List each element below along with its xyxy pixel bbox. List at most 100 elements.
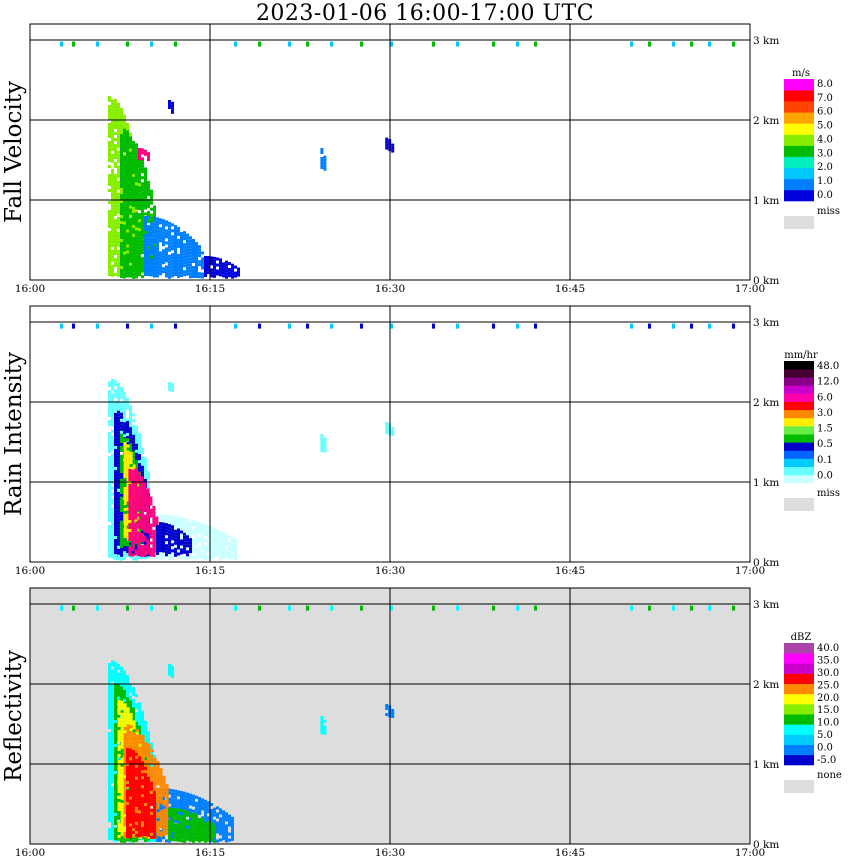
echo-cell <box>120 137 123 140</box>
echo-cell <box>114 822 117 825</box>
echo-cell <box>120 111 123 114</box>
echo-cell <box>171 238 174 242</box>
echo-cell <box>150 237 153 241</box>
echo-cell <box>117 536 120 540</box>
echo-cell <box>126 157 129 161</box>
echo-cell <box>174 231 177 234</box>
echo-cell <box>126 169 129 173</box>
echo-cell <box>141 188 144 192</box>
echo-cell <box>120 752 123 756</box>
echo-cell <box>222 550 225 554</box>
echo-cell <box>192 248 195 251</box>
echo-cell <box>135 257 138 261</box>
echo-cell <box>108 714 111 717</box>
echo-cell <box>140 554 144 557</box>
echo-cell <box>120 839 123 843</box>
echo-cell <box>120 161 123 164</box>
echo-cell <box>108 744 111 747</box>
echo-cell <box>135 458 138 462</box>
echo-cell <box>114 237 117 240</box>
echo-cell <box>126 397 129 401</box>
echo-cell <box>131 478 135 482</box>
echo-cell <box>156 235 159 239</box>
echo-cell <box>135 275 138 279</box>
echo-cell <box>114 413 117 416</box>
echo-cell <box>174 529 177 533</box>
echo-cell <box>147 839 150 843</box>
echo-cell <box>144 149 147 153</box>
echo-cell <box>225 536 228 540</box>
echo-cell <box>111 474 114 478</box>
echo-cell <box>165 265 168 269</box>
echo-cell <box>111 531 114 535</box>
echo-cell <box>189 802 192 806</box>
echo-cell <box>134 507 138 511</box>
echo-cell <box>131 523 135 527</box>
echo-cell <box>171 521 174 525</box>
echo-cell <box>189 817 192 821</box>
echo-cell <box>150 270 153 274</box>
echo-cell <box>111 765 114 769</box>
echo-cell <box>174 553 177 557</box>
echo-cell <box>126 199 129 203</box>
echo-cell <box>123 140 126 144</box>
echo-cell <box>183 231 186 235</box>
echo-cell <box>108 750 111 753</box>
echo-cell <box>111 672 114 676</box>
echo-cell <box>213 528 216 531</box>
echo-cell <box>186 541 189 545</box>
echo-cell <box>138 731 141 735</box>
echo-cell <box>111 453 114 457</box>
echo-cell <box>198 546 201 550</box>
colorbar-swatch <box>784 178 814 191</box>
ceiling-echo <box>534 41 537 47</box>
echo-cell <box>135 449 138 453</box>
echo-cell <box>147 210 150 214</box>
echo-cell <box>231 540 234 544</box>
echo-cell <box>108 690 111 693</box>
ceiling-echo <box>174 41 177 47</box>
echo-cell <box>204 533 207 537</box>
echo-cell <box>195 536 198 540</box>
echo-cell <box>131 469 135 473</box>
echo-cell <box>117 714 120 718</box>
echo-cell <box>129 703 132 707</box>
echo-cell <box>108 399 111 402</box>
echo-cell <box>152 529 156 533</box>
echo-cell <box>123 540 126 543</box>
echo-cell <box>171 101 174 105</box>
echo-cell <box>135 443 138 447</box>
echo-cell <box>141 148 144 152</box>
echo-cell <box>111 183 114 187</box>
echo-cell <box>126 513 130 517</box>
echo-cell <box>216 547 219 551</box>
echo-cell <box>111 528 114 532</box>
echo-cell <box>138 556 141 560</box>
echo-cell <box>189 269 192 273</box>
colorbar-label: 6.0 <box>817 392 833 403</box>
echo-cell <box>135 269 138 273</box>
echo-cell <box>114 204 117 207</box>
echo-cell <box>183 249 186 253</box>
echo-cell <box>108 759 111 762</box>
echo-cell <box>216 550 219 554</box>
echo-cell <box>138 258 141 262</box>
echo-cell <box>140 509 144 512</box>
echo-cell <box>138 433 141 437</box>
echo-cell <box>174 535 177 539</box>
echo-cell <box>150 201 153 205</box>
echo-cell <box>126 456 130 460</box>
y-tick-label: 0 km <box>753 275 779 287</box>
echo-field <box>60 41 735 279</box>
echo-cell <box>168 554 171 558</box>
echo-cell <box>129 184 132 188</box>
echo-cell <box>385 428 389 431</box>
echo-cell <box>108 741 111 744</box>
echo-cell <box>120 123 123 126</box>
echo-cell <box>153 273 156 277</box>
echo-cell <box>234 542 237 545</box>
echo-cell <box>111 252 114 256</box>
echo-cell <box>111 249 114 253</box>
echo-cell <box>391 430 395 433</box>
echo-cell <box>108 219 111 222</box>
